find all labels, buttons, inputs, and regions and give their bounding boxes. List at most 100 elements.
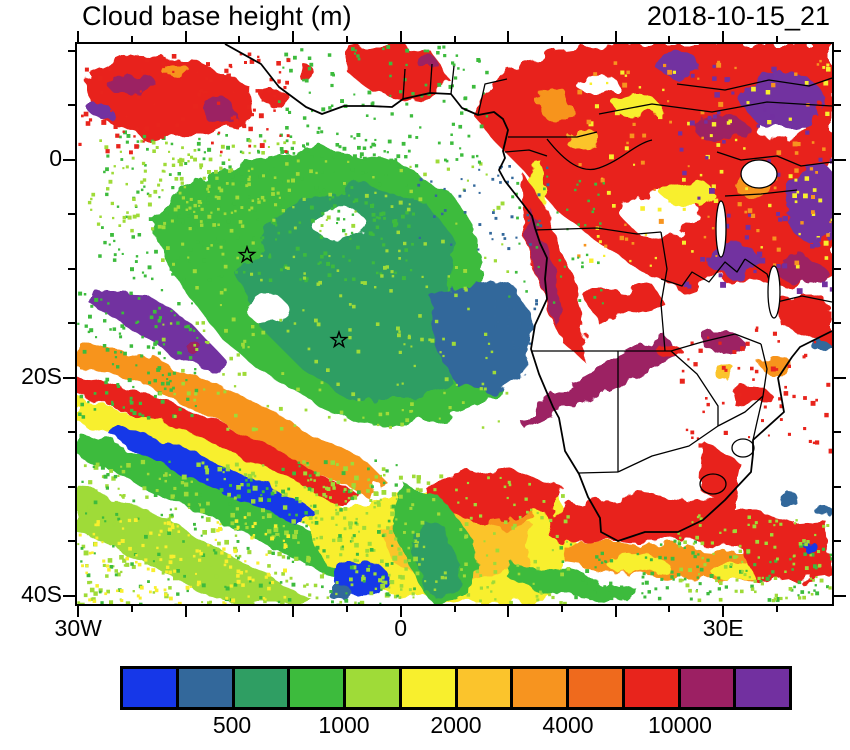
cloud-blob [727,385,771,407]
axis-tick [668,606,671,612]
cloud-blob [540,86,570,122]
cloud-blob [187,344,203,354]
x-axis-label: 30E [702,615,744,641]
axis-tick [834,158,846,161]
lakes [715,159,781,319]
colorbar-tick-label: 500 [212,712,252,738]
cloud-blob [237,184,477,399]
axis-tick [238,36,241,42]
cloud-hole [245,297,289,321]
cloud-blob [77,339,389,496]
cloud-blob [91,105,113,119]
map-plot-frame [75,42,834,606]
axis-tick [834,431,841,434]
colorbar-cell-2 [234,669,291,707]
colorbar-tick-label: 10000 [648,712,712,738]
cloud-blob [774,489,796,503]
axis-tick [614,31,617,42]
x-axis-label: 30W [54,615,102,641]
cloud-blob [77,431,379,584]
colorbar-cell-7 [513,669,569,707]
cloud-blob [582,284,667,322]
axis-tick [184,606,187,617]
country-borders [402,63,832,495]
axis-tick [834,322,841,325]
axis-tick [184,31,187,42]
cloud-blob [715,367,739,381]
cloud-blob [163,65,191,79]
axis-tick [834,213,841,216]
axis-tick [68,267,75,270]
axis-tick [561,36,563,42]
plot-title: Cloud base height (m) [82,1,352,31]
cloud-blob [345,44,449,104]
axis-tick [292,606,295,617]
cloud-blob [761,357,793,375]
cloud-blob [77,376,359,506]
axis-tick [834,540,841,543]
axis-tick [238,606,241,612]
cloud-blob [417,55,437,69]
cloud-hole [311,210,367,238]
axis-tick [346,36,348,42]
axis-tick [68,213,75,216]
axis-tick [77,31,80,42]
y-axis-label: 40S [21,580,62,607]
axis-tick [834,376,846,379]
axis-tick [68,485,75,488]
station-star [329,329,349,349]
colorbar-cell-5 [401,669,458,707]
cloud-hole [577,72,617,96]
axis-tick [63,376,75,379]
cloud-blob [108,71,156,97]
axis-tick [722,31,725,42]
axis-tick [68,104,75,107]
axis-tick [346,606,348,612]
cloud-blob [263,91,291,107]
axis-tick [775,606,778,612]
plot-timestamp: 2018-10-15_21 [646,1,830,31]
axis-tick [453,606,456,612]
axis-tick [68,431,75,434]
axis-tick [130,36,133,42]
axis-tick [399,31,402,42]
colorbar-tick-label: 2000 [430,712,482,738]
axis-tick [68,322,75,325]
axis-tick [834,49,841,52]
colorbar-tick-label: 1000 [318,712,370,738]
colorbar [120,666,792,710]
cloud-blob [816,506,832,518]
station-markers [237,244,349,349]
axis-tick [614,606,617,617]
coastline [224,44,832,542]
axis-tick [507,606,510,617]
colorbar-tick-label: 4000 [542,712,594,738]
cloud-blob [199,98,235,120]
x-axis-label: 0 [394,615,408,641]
colorbar-cell-0 [123,669,179,707]
axis-tick [834,594,846,597]
colorbar-cell-10 [680,669,737,707]
axis-tick [834,485,841,488]
colorbar-cell-6 [457,669,514,707]
cloud-blob [432,279,535,396]
y-axis-label: 20S [21,362,62,389]
cloud-blob [519,332,677,429]
cloud-blob [702,331,742,353]
colorbar-cell-11 [736,669,789,707]
cloud-blob [804,544,820,554]
cloud-blob [706,243,758,275]
cloud-blob [742,71,822,127]
axis-tick [834,267,841,270]
cloud-blob [77,484,317,604]
cloud-blob [327,584,351,600]
cloud-blob [777,296,832,344]
axis-tick [68,540,75,543]
cloud-speckles [77,45,832,604]
cloud-blob [696,114,748,144]
axis-tick [77,606,80,617]
cloud-blob [655,52,699,76]
lake-tanganyika [715,200,727,258]
axis-tick [63,594,75,597]
